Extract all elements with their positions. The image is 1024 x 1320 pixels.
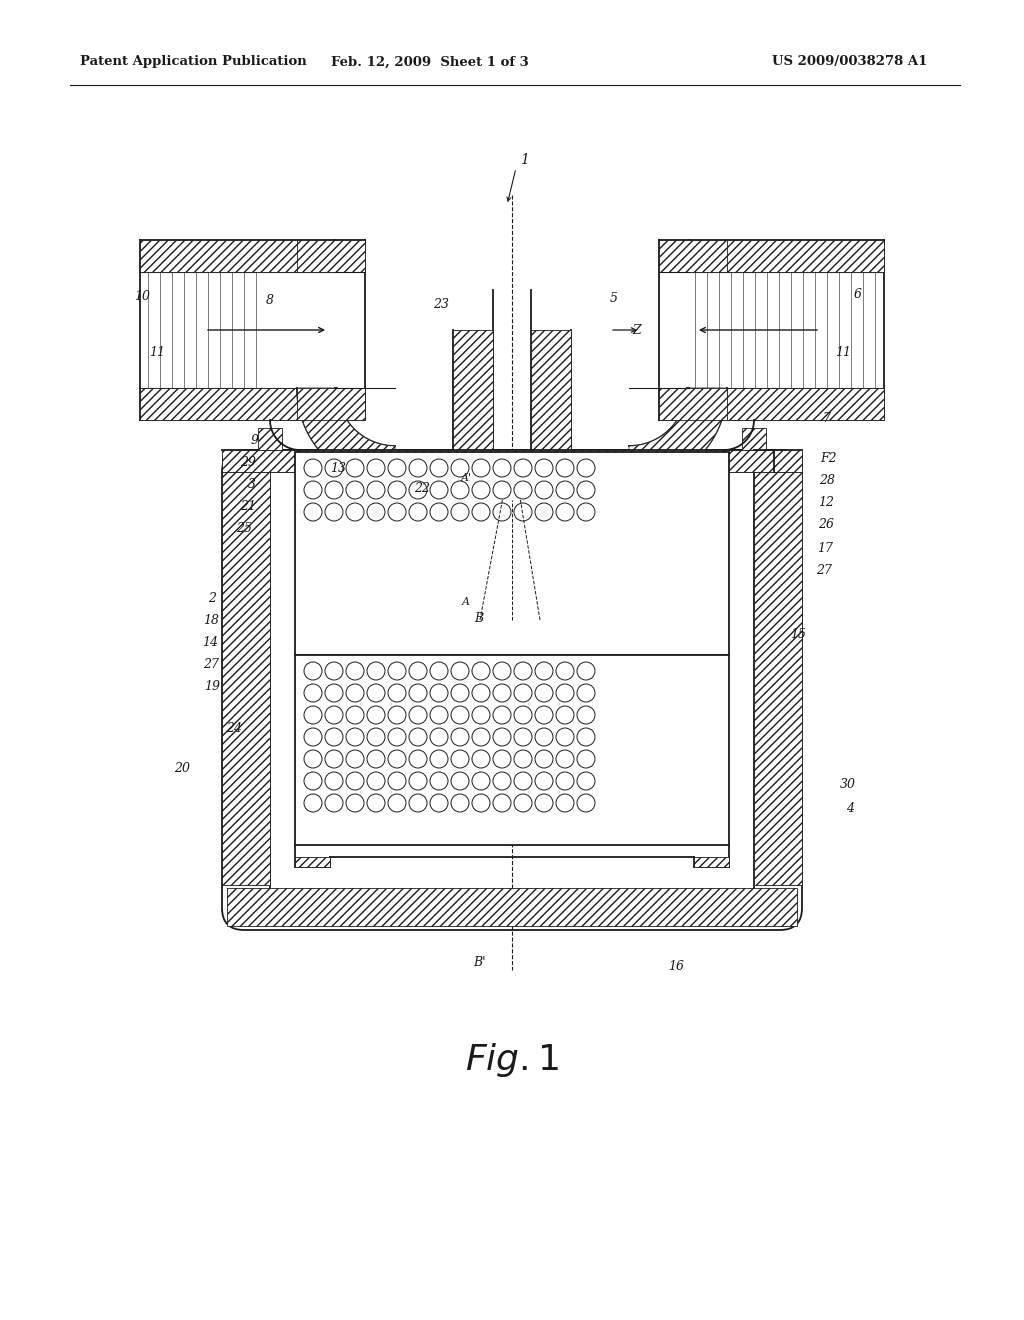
Text: 19: 19 [204,680,220,693]
Text: 12: 12 [818,495,834,508]
Bar [295,451,729,655]
Bar [453,330,493,450]
Polygon shape [629,388,727,486]
Text: A': A' [461,473,471,483]
Text: 17: 17 [817,541,833,554]
Text: 23: 23 [433,298,449,312]
Bar [694,857,729,867]
Text: US 2009/0038278 A1: US 2009/0038278 A1 [772,55,928,69]
Text: 11: 11 [150,346,165,359]
Polygon shape [297,388,395,486]
Text: 30: 30 [840,777,856,791]
Text: 2: 2 [208,591,216,605]
Text: Feb. 12, 2009  Sheet 1 of 3: Feb. 12, 2009 Sheet 1 of 3 [331,55,528,69]
Text: 29: 29 [240,455,256,469]
Text: 27: 27 [203,657,219,671]
Bar [140,240,335,272]
Bar [754,455,802,884]
Text: 7: 7 [822,412,830,425]
Text: 21: 21 [240,499,256,512]
Text: F2: F2 [819,451,837,465]
Text: Patent Application Publication: Patent Application Publication [80,55,307,69]
Bar [140,388,335,420]
Bar [531,330,571,450]
Bar [689,388,884,420]
Bar [222,450,802,473]
Text: 20: 20 [174,762,190,775]
Bar [689,240,884,272]
Text: 18: 18 [203,614,219,627]
Bar [659,240,727,272]
Text: 16: 16 [668,960,684,973]
Bar [295,857,330,867]
Text: 11: 11 [835,346,851,359]
Text: 24: 24 [226,722,242,734]
Text: 5: 5 [610,292,618,305]
Bar [258,428,282,450]
Bar [659,388,727,420]
Bar [297,388,365,420]
Text: Z: Z [633,323,641,337]
Text: 3: 3 [248,478,256,491]
Bar [295,655,729,845]
Text: 26: 26 [818,517,834,531]
Text: 25: 25 [236,521,252,535]
Text: 10: 10 [134,290,150,304]
Text: 1: 1 [519,153,528,168]
Bar [297,240,365,272]
Text: 28: 28 [819,474,835,487]
Text: $\mathit{Fig.1}$: $\mathit{Fig.1}$ [465,1041,559,1078]
Text: 15: 15 [790,628,806,642]
Text: 9: 9 [251,433,259,446]
Text: B': B' [473,956,485,969]
Bar [742,428,766,450]
Bar [227,888,797,927]
Text: 6: 6 [854,289,862,301]
Text: 14: 14 [202,635,218,648]
Text: A: A [462,597,470,607]
Text: 8: 8 [266,293,274,306]
FancyBboxPatch shape [222,450,802,931]
Text: 13: 13 [330,462,346,474]
Text: B: B [474,611,483,624]
Text: 27: 27 [816,564,831,577]
Text: 22: 22 [414,482,430,495]
Text: 4: 4 [846,801,854,814]
Bar [222,455,270,884]
